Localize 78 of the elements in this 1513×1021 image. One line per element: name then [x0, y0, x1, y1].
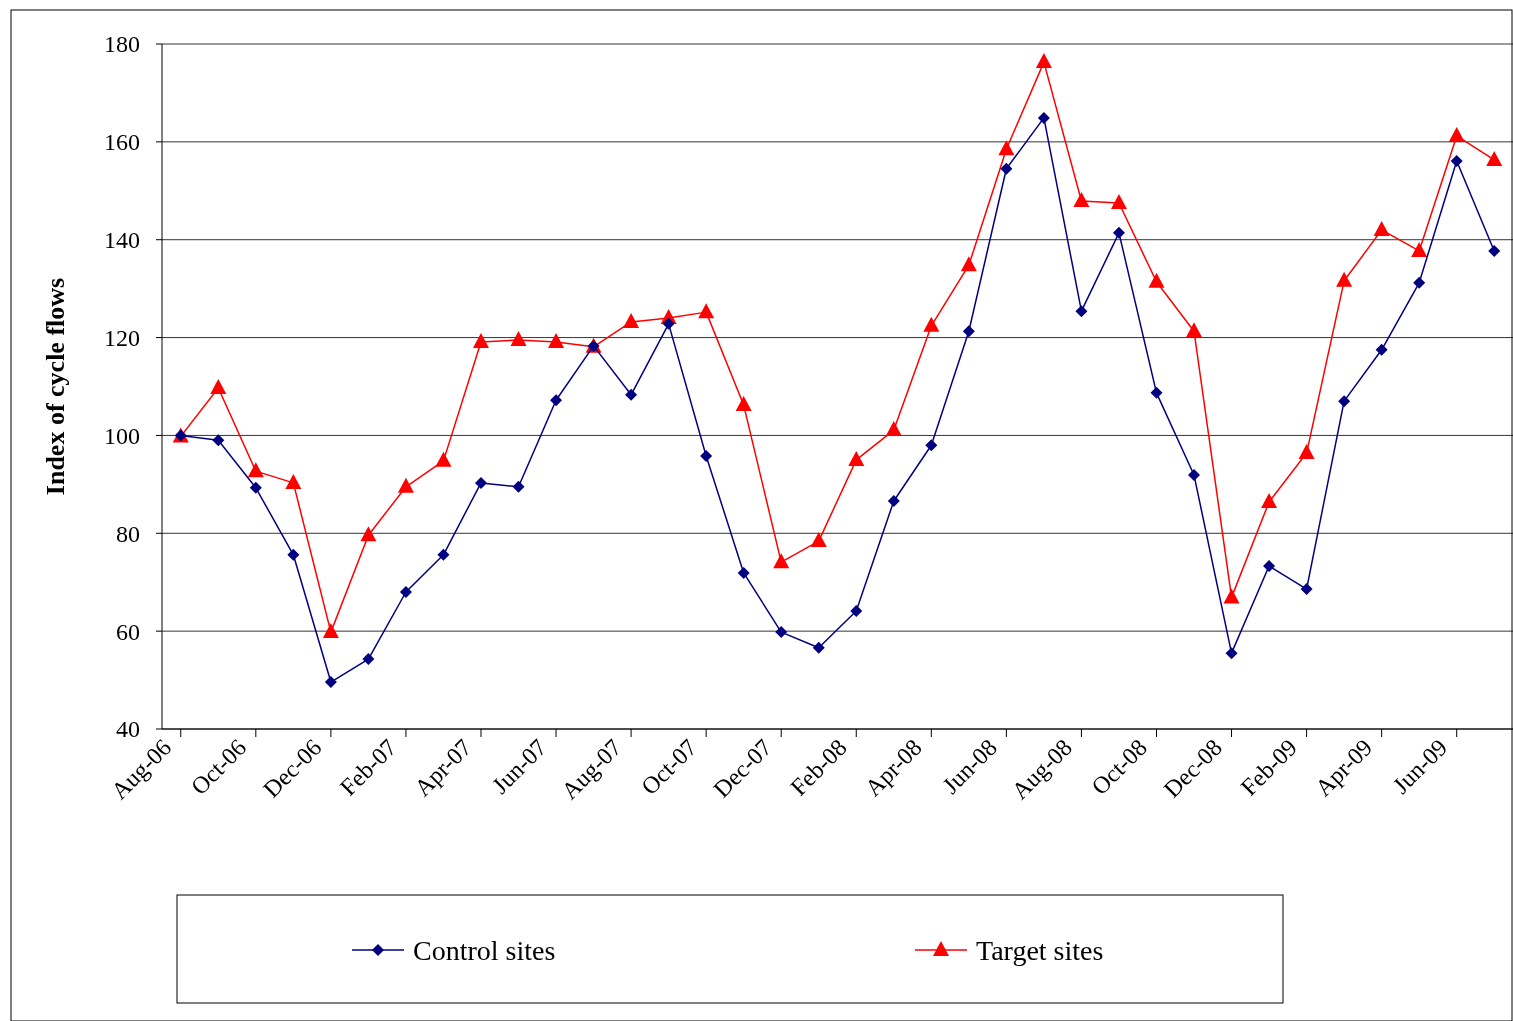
point — [1338, 395, 1351, 408]
point — [962, 325, 975, 338]
point — [1300, 583, 1313, 596]
point — [850, 605, 863, 618]
point — [1000, 162, 1013, 175]
y-tick-label: 100 — [104, 422, 140, 449]
point — [1488, 244, 1501, 257]
point — [773, 553, 790, 569]
point — [247, 462, 264, 478]
point — [550, 394, 563, 407]
point — [623, 312, 640, 328]
point — [698, 303, 715, 319]
point — [285, 473, 302, 489]
y-tick-label: 120 — [104, 324, 140, 351]
legend-label: Control sites — [413, 934, 556, 966]
y-tick-label: 80 — [116, 520, 140, 547]
point — [887, 494, 900, 507]
point — [1486, 150, 1503, 166]
point — [737, 566, 750, 579]
point — [548, 332, 565, 348]
point — [1413, 276, 1426, 289]
point — [1263, 560, 1276, 573]
point — [249, 481, 262, 494]
point — [472, 332, 489, 348]
point — [1035, 53, 1052, 69]
point — [1148, 272, 1165, 288]
point — [1375, 343, 1388, 356]
point — [1373, 220, 1390, 236]
point — [1073, 192, 1090, 208]
point — [662, 317, 675, 330]
point — [1075, 305, 1088, 318]
point — [1188, 469, 1201, 482]
point — [1112, 226, 1125, 239]
y-tick-label: 180 — [104, 31, 140, 58]
point — [1411, 241, 1428, 257]
point — [510, 331, 527, 347]
point — [287, 548, 300, 561]
point — [700, 449, 713, 462]
point — [399, 586, 412, 598]
point — [435, 451, 452, 467]
point — [810, 532, 827, 548]
point — [1037, 111, 1050, 124]
point — [848, 450, 865, 466]
point — [212, 434, 225, 447]
point — [625, 388, 638, 401]
point — [1448, 126, 1465, 142]
point — [925, 439, 938, 452]
point — [885, 421, 902, 437]
point — [1336, 271, 1353, 287]
point — [362, 653, 375, 666]
point — [1298, 444, 1315, 460]
point — [322, 623, 339, 639]
point — [812, 641, 825, 654]
point — [1150, 386, 1163, 399]
point — [775, 626, 788, 639]
y-axis-title: Index of cycle flows — [41, 277, 70, 496]
y-tick-label: 160 — [104, 129, 140, 156]
point — [512, 480, 525, 493]
legend-label: Target sites — [976, 934, 1104, 966]
point — [923, 316, 940, 332]
point — [1223, 588, 1240, 604]
y-tick-label: 140 — [104, 227, 140, 254]
point — [210, 378, 227, 394]
point — [1261, 492, 1278, 508]
point — [735, 396, 752, 412]
y-tick-label: 60 — [116, 618, 140, 645]
point — [474, 476, 487, 489]
point — [360, 526, 377, 542]
point — [1186, 322, 1203, 338]
point — [960, 256, 977, 272]
point — [1225, 647, 1238, 660]
point — [397, 477, 414, 493]
point — [1450, 154, 1463, 167]
point — [998, 140, 1015, 156]
point — [324, 676, 337, 689]
point — [437, 548, 450, 561]
y-tick-label: 40 — [116, 716, 140, 743]
point — [1110, 194, 1127, 210]
